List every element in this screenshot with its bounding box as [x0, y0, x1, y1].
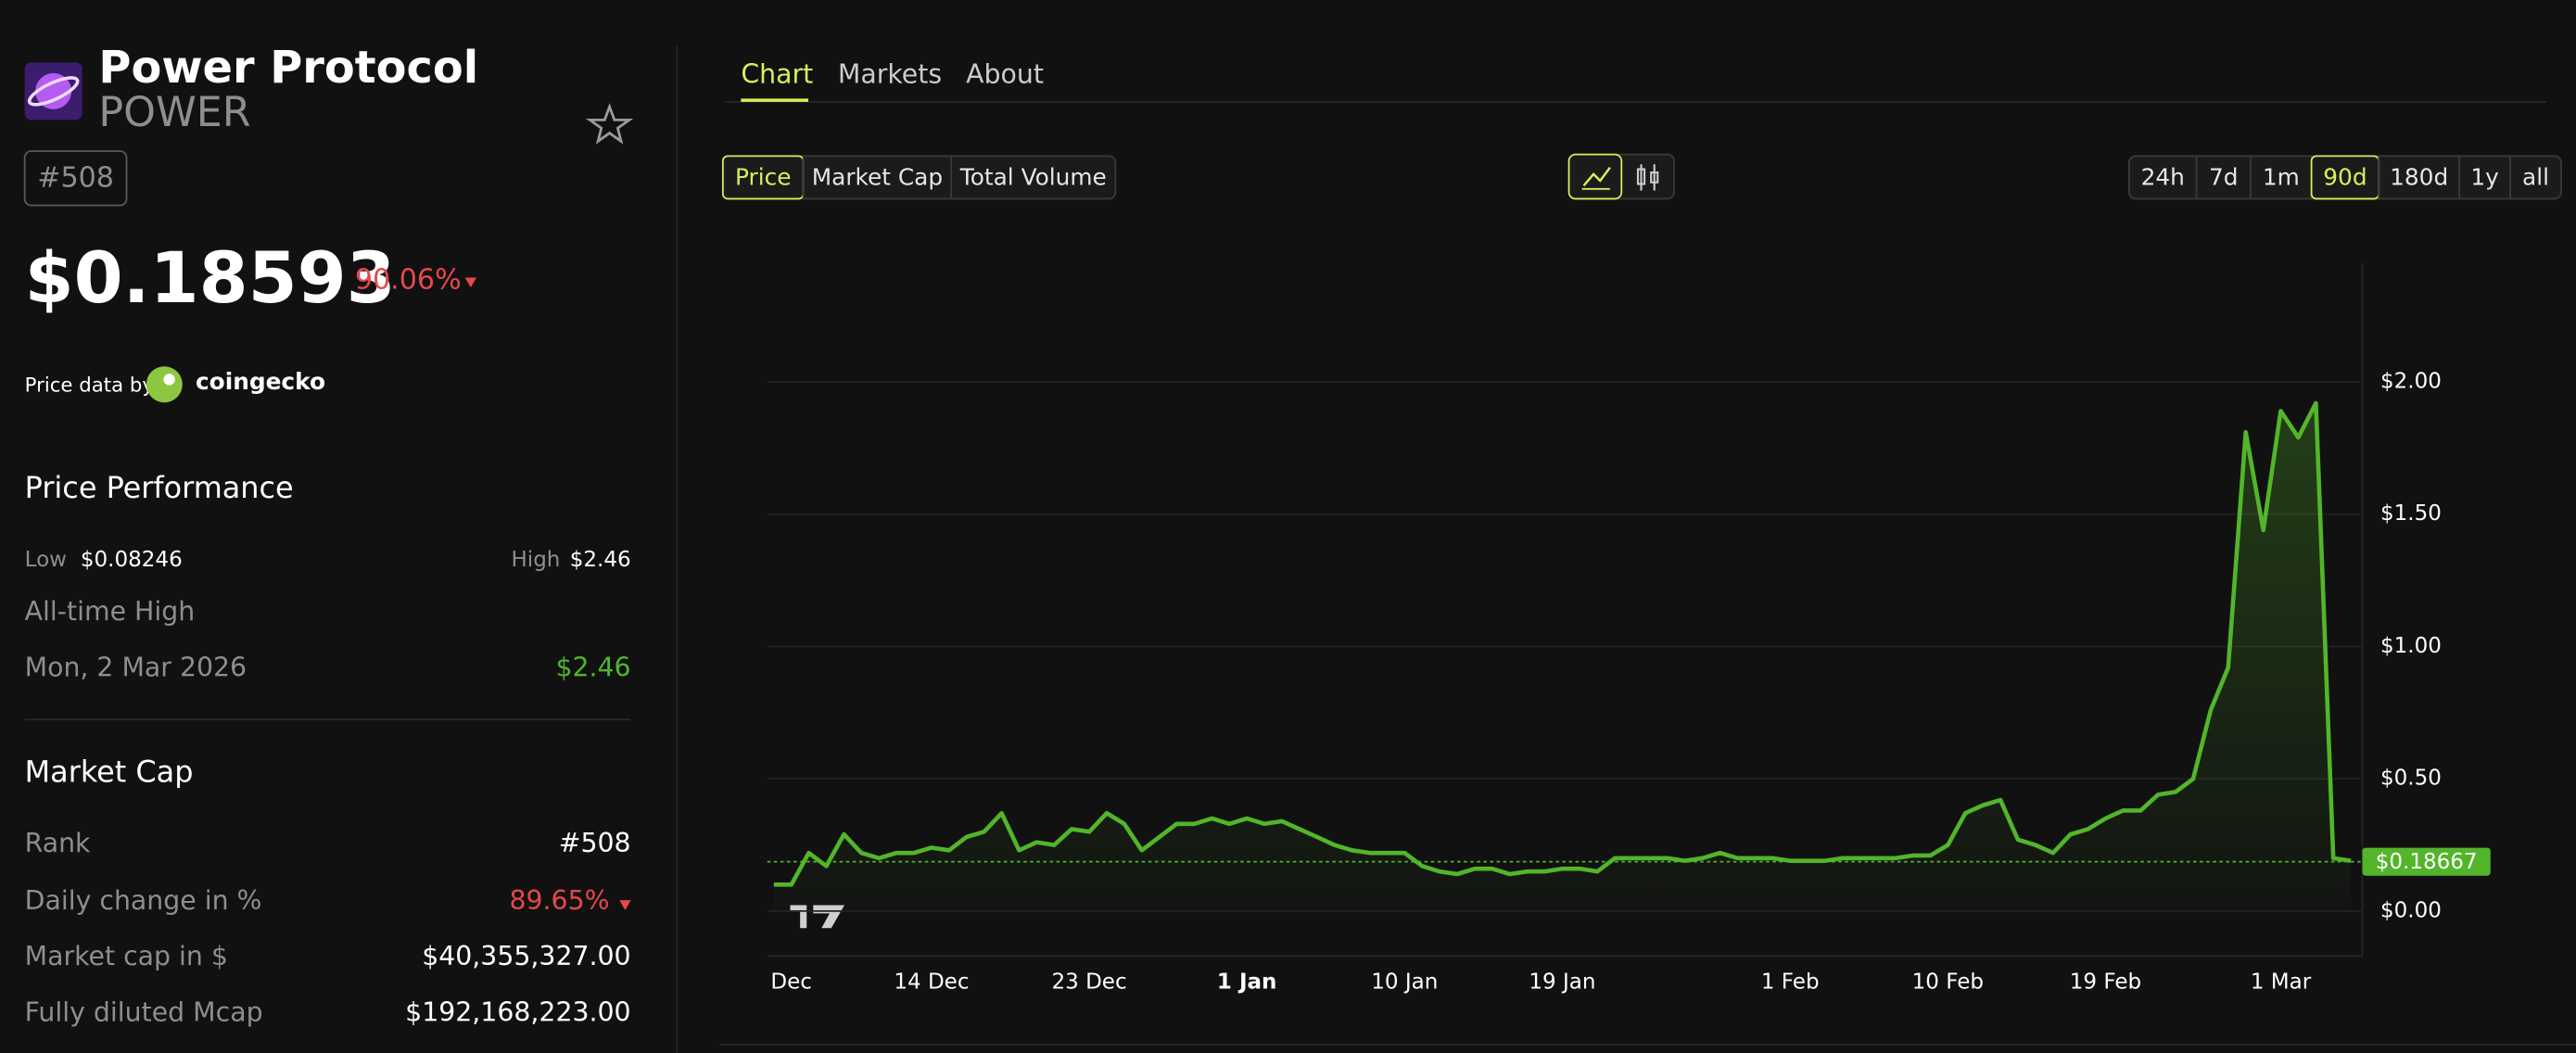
- coin-logo-orb: [35, 72, 72, 109]
- button-label[interactable]: 180d: [2390, 163, 2448, 190]
- price-line: [773, 400, 2352, 887]
- row-value: $40,355,327.00: [422, 941, 630, 971]
- button-label[interactable]: 1y: [2470, 163, 2498, 190]
- ath-label: All-time High: [25, 596, 196, 627]
- price-change: 90.06%: [355, 264, 462, 297]
- button-label[interactable]: Total Volume: [959, 163, 1107, 190]
- down-arrow: [464, 277, 477, 288]
- section-title: Market Cap: [25, 755, 194, 790]
- attribution-source: coingecko: [196, 368, 325, 395]
- coin-symbol: POWER: [98, 89, 250, 136]
- low-label: Low: [25, 548, 67, 572]
- x-tick-label: 1 Feb: [1761, 970, 1820, 994]
- row-label: Fully diluted Mcap: [25, 996, 263, 1027]
- x-tick-label: 23 Dec: [1051, 970, 1126, 994]
- x-tick-label: 19 Feb: [2070, 970, 2141, 994]
- x-tick-label: 1 Jan: [1217, 970, 1277, 994]
- high-value: $2.46: [570, 548, 631, 572]
- row-label: Daily change in %: [25, 885, 262, 916]
- high-label: High: [511, 548, 560, 572]
- row-label: Rank: [25, 828, 91, 858]
- low-value: $0.08246: [81, 548, 183, 572]
- ath-date: Mon, 2 Mar 2026: [25, 652, 247, 682]
- row-value: #508: [559, 828, 631, 858]
- x-tick-label: 14 Dec: [894, 970, 969, 994]
- row-label: Market cap in $: [25, 941, 228, 971]
- y-tick-label: $1.00: [2380, 634, 2442, 658]
- last-price-badge: [2362, 847, 2491, 876]
- button-label[interactable]: 1m: [2263, 163, 2300, 190]
- coin-name: Power Protocol: [98, 43, 478, 94]
- x-tick-label: 1 Mar: [2251, 970, 2312, 994]
- favorite-star[interactable]: [585, 103, 634, 145]
- x-tick-label: 10 Jan: [1371, 970, 1438, 994]
- x-tick-label: 19 Jan: [1529, 970, 1595, 994]
- last-price-label: $0.18667: [2376, 850, 2478, 874]
- candle-icon[interactable]: [1636, 164, 1659, 191]
- x-tick-label: 10 Feb: [1912, 970, 1984, 994]
- button-label[interactable]: Market Cap: [812, 163, 943, 190]
- tab[interactable]: Chart: [741, 59, 813, 90]
- button-label[interactable]: 7d: [2209, 163, 2239, 190]
- tab[interactable]: About: [966, 59, 1044, 90]
- y-tick-label: $0.00: [2380, 898, 2442, 922]
- row-value: 89.65%: [509, 885, 609, 916]
- price: $0.18593: [25, 236, 396, 319]
- tab[interactable]: Markets: [838, 59, 942, 90]
- y-tick-label: $1.50: [2380, 501, 2442, 526]
- rank-text: #508: [37, 162, 114, 195]
- row-value: $192,168,223.00: [405, 996, 630, 1027]
- coin-logo-ring: [27, 76, 80, 107]
- button-label[interactable]: 24h: [2141, 163, 2185, 190]
- down-arrow: [619, 900, 631, 910]
- plot: $0.00 $0.50 $1.00 $1.50 $2.00 Dec 14 Dec 23 Dec…: [767, 370, 2491, 994]
- button-label[interactable]: Price: [735, 163, 792, 190]
- ath-value: $2.46: [555, 652, 630, 682]
- rank-badge: [23, 150, 128, 207]
- section-title: Price Performance: [25, 470, 294, 505]
- y-tick-label: $0.50: [2380, 767, 2442, 791]
- controls: Chart Markets About Price Market Cap Total Vo…: [721, 59, 2562, 200]
- attribution-prefix: Price data by: [25, 374, 154, 397]
- y-tick-label: $2.00: [2380, 370, 2442, 394]
- button-label[interactable]: all: [2522, 163, 2549, 190]
- coingecko-logo: [146, 366, 183, 403]
- button-label[interactable]: 90d: [2323, 163, 2367, 190]
- area: [773, 402, 2352, 911]
- x-tick-label: Dec: [770, 970, 812, 994]
- coingecko-eye: [163, 374, 175, 386]
- line-chart-icon: [1582, 167, 1611, 187]
- market-cap-rows: Rank #508 Daily change in % 89.65% Market ca…: [25, 828, 631, 1027]
